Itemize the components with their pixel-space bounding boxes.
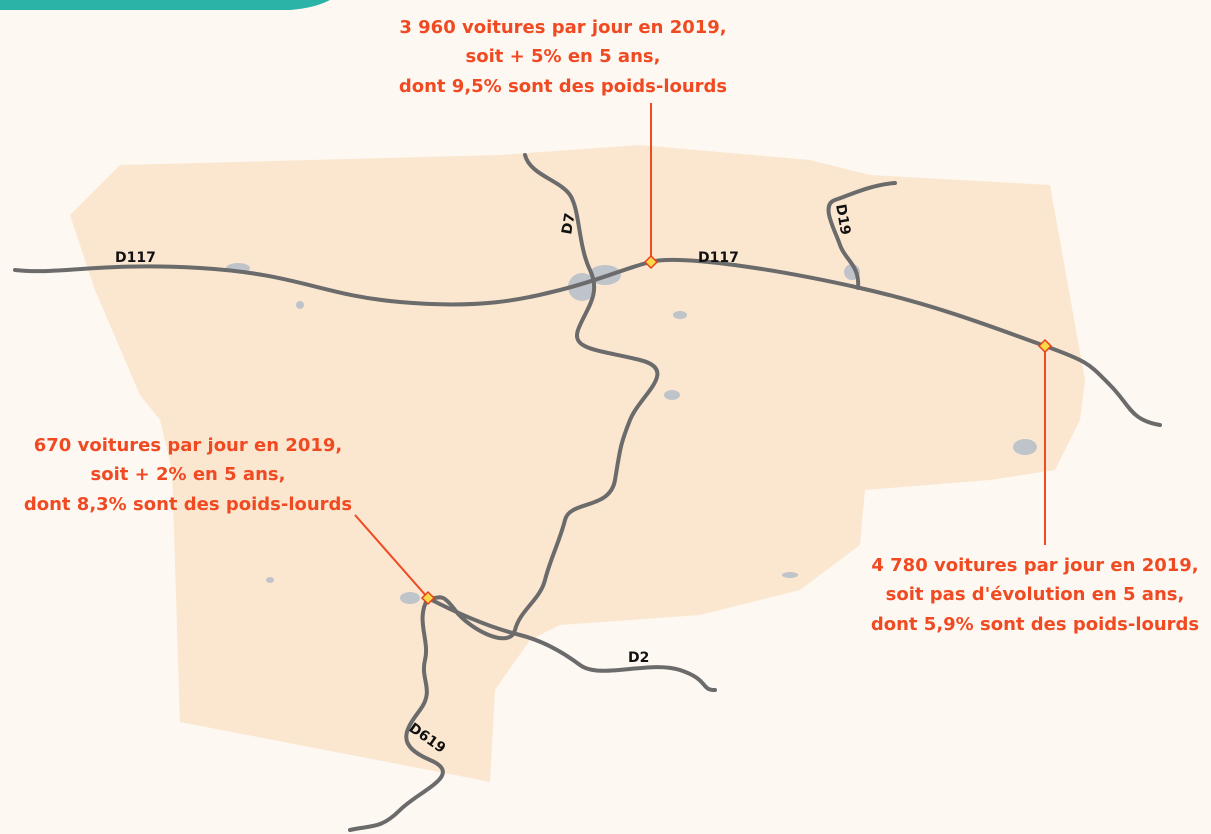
annotation-line: dont 8,3% sont des poids-lourds [24,494,352,515]
road-label: D19 [832,203,853,236]
count-point [643,254,659,270]
header-bar [0,0,330,10]
road-label: D7 [559,212,578,236]
count-point [1037,338,1053,354]
count-point [420,590,436,606]
annotation-line: soit + 2% en 5 ans, [91,464,286,485]
annotation-line: dont 5,9% sont des poids-lourds [871,614,1199,635]
road-label: D117 [698,250,739,266]
road-label: D117 [115,250,156,266]
leader-line [354,514,429,599]
annotation-line: 4 780 voitures par jour en 2019, [871,555,1198,576]
annotation-line: dont 9,5% sont des poids-lourds [399,76,727,97]
roads [13,153,1162,832]
annotation-line: soit + 5% en 5 ans, [466,46,661,67]
annotation-line: soit pas d'évolution en 5 ans, [886,584,1185,605]
road-label: D2 [628,650,649,666]
region [70,145,1085,782]
annotation-line: 3 960 voitures par jour en 2019, [399,17,726,38]
annotation-line: 670 voitures par jour en 2019, [34,435,343,456]
